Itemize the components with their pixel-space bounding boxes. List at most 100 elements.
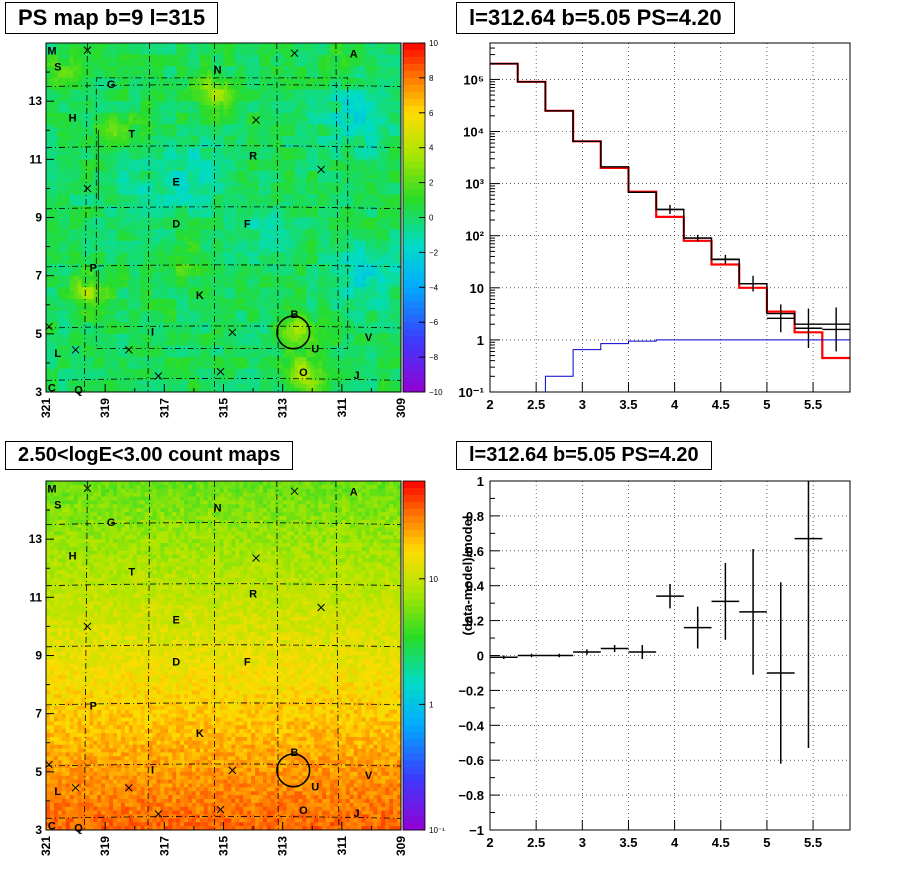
heatmap-cell (89, 287, 94, 292)
heatmap-cell (188, 74, 193, 79)
heatmap-cell (57, 318, 63, 323)
heatmap-cell (195, 167, 201, 172)
heatmap-cell (247, 136, 252, 141)
heatmap-cell (117, 174, 122, 180)
heatmap-cell (89, 77, 94, 83)
heatmap-cell (191, 283, 197, 288)
heatmap-cell (211, 159, 217, 164)
heatmap-cell (65, 108, 71, 114)
heatmap-cell (180, 364, 185, 370)
heatmap-cell (195, 182, 201, 187)
heatmap-cell (93, 302, 98, 308)
heatmap-cell (93, 372, 98, 377)
heatmap-cell (239, 174, 244, 180)
heatmap-cell (231, 349, 236, 354)
heatmap-cell (243, 50, 248, 56)
heatmap-cell (223, 376, 228, 381)
heatmap-cell (227, 368, 232, 374)
heatmap-cell (124, 54, 130, 59)
heatmap-cell (176, 322, 181, 327)
heatmap-cell (61, 70, 67, 75)
heatmap-cell (243, 264, 248, 269)
heatmap-cell (211, 97, 217, 102)
heatmap-cell (195, 101, 201, 106)
heatmap-cell (117, 89, 122, 94)
heatmap-cell (93, 287, 98, 292)
heatmap-cell (160, 50, 165, 56)
heatmap-cell (195, 112, 201, 118)
heatmap-cell (211, 256, 217, 261)
heatmap-cell (239, 287, 244, 292)
heatmap-cell (223, 62, 228, 67)
heatmap-cell (136, 364, 142, 370)
heatmap-cell (231, 81, 236, 87)
heatmap-cell (136, 337, 142, 342)
heatmap-cell (81, 77, 86, 83)
heatmap-cell (49, 50, 55, 56)
heatmap-cell (223, 46, 228, 52)
heatmap-cell (207, 384, 213, 389)
heatmap-cell (211, 105, 217, 110)
heatmap-cell (160, 167, 165, 172)
heatmap-cell (207, 155, 213, 160)
heatmap-cell (120, 302, 126, 308)
heatmap-cell (164, 368, 169, 374)
heatmap-cell (101, 43, 106, 48)
heatmap-cell (144, 108, 149, 114)
heatmap-cell (148, 318, 153, 323)
heatmap-cell (101, 248, 106, 253)
heatmap-cell (215, 147, 220, 152)
heatmap-cell (203, 372, 209, 377)
heatmap-cell (124, 186, 130, 191)
heatmap-cell (207, 329, 213, 335)
heatmap-cell (152, 66, 157, 71)
heatmap-cell (73, 194, 78, 199)
heatmap-cell (65, 136, 71, 141)
heatmap-cell (239, 372, 244, 377)
heatmap-cell (109, 58, 114, 63)
heatmap-cell (239, 186, 244, 191)
heatmap-cell (176, 147, 181, 152)
heatmap-cell (255, 151, 260, 156)
heatmap-cell (53, 194, 59, 199)
heatmap-cell (65, 360, 71, 366)
heatmap-cell (231, 163, 236, 168)
heatmap-cell (148, 178, 153, 183)
heatmap-cell (247, 54, 252, 59)
heatmap-cell (172, 43, 177, 48)
heatmap-cell (136, 333, 142, 339)
heatmap-cell (128, 380, 134, 385)
heatmap-cell (128, 283, 134, 288)
heatmap-cell (89, 159, 94, 164)
heatmap-cell (223, 105, 228, 110)
heatmap-cell (172, 252, 177, 257)
heatmap-cell (85, 105, 90, 110)
heatmap-cell (46, 143, 51, 149)
heatmap-cell (184, 298, 189, 304)
heatmap-cell (247, 108, 252, 114)
heatmap-cell (207, 236, 213, 242)
heatmap-cell (239, 128, 244, 133)
heatmap-cell (251, 186, 256, 191)
heatmap-cell (81, 101, 86, 106)
heatmap-cell (113, 333, 118, 339)
heatmap-cell (168, 201, 173, 207)
heatmap-cell (152, 252, 157, 257)
heatmap-cell (77, 93, 82, 98)
heatmap-cell (255, 132, 260, 137)
heatmap-cell (140, 349, 146, 354)
heatmap-cell (191, 380, 197, 385)
heatmap-cell (124, 229, 130, 234)
heatmap-cell (109, 360, 114, 366)
heatmap-cell (49, 267, 55, 273)
ps-map-title: PS map b=9 l=315 (5, 2, 219, 34)
heatmap-cell (148, 186, 153, 191)
heatmap-cell (215, 310, 220, 315)
heatmap-cell (172, 178, 177, 183)
heatmap-cell (259, 136, 264, 141)
heatmap-cell (172, 295, 177, 300)
heatmap-cell (235, 368, 240, 374)
heatmap-cell (251, 43, 256, 48)
heatmap-cell (53, 248, 59, 253)
heatmap-cell (255, 120, 260, 125)
